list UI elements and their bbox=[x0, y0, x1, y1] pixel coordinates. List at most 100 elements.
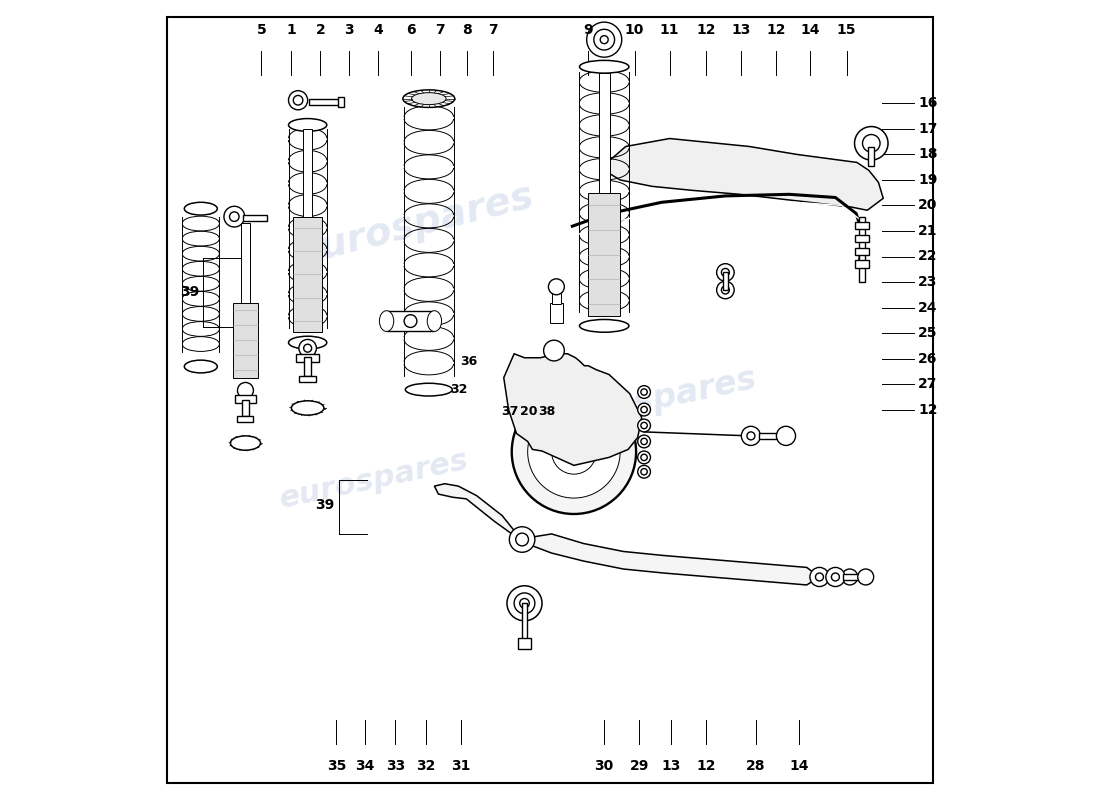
Text: 17: 17 bbox=[918, 122, 937, 136]
Text: 19: 19 bbox=[918, 173, 937, 187]
Text: eurospares: eurospares bbox=[547, 362, 760, 438]
Circle shape bbox=[230, 212, 239, 222]
Circle shape bbox=[641, 422, 647, 429]
Bar bbox=[855, 261, 869, 268]
Circle shape bbox=[304, 344, 311, 352]
Circle shape bbox=[638, 435, 650, 448]
Bar bbox=[309, 98, 343, 105]
Ellipse shape bbox=[403, 90, 454, 107]
Circle shape bbox=[299, 339, 317, 357]
Text: eurospares: eurospares bbox=[290, 177, 538, 273]
Text: 20: 20 bbox=[918, 198, 937, 213]
Bar bbox=[844, 574, 864, 580]
Text: 14: 14 bbox=[800, 23, 820, 38]
Text: 10: 10 bbox=[625, 23, 645, 38]
Text: 12: 12 bbox=[696, 23, 716, 38]
Text: 38: 38 bbox=[538, 405, 556, 418]
Circle shape bbox=[862, 134, 880, 152]
Text: 12: 12 bbox=[918, 402, 938, 417]
Circle shape bbox=[722, 269, 729, 277]
Bar bbox=[759, 433, 783, 439]
Circle shape bbox=[543, 340, 564, 361]
Text: 32: 32 bbox=[450, 383, 468, 396]
Circle shape bbox=[641, 454, 647, 461]
Ellipse shape bbox=[379, 310, 394, 331]
Circle shape bbox=[641, 438, 647, 445]
Circle shape bbox=[549, 279, 564, 294]
Bar bbox=[241, 223, 250, 302]
Ellipse shape bbox=[411, 93, 447, 105]
Bar bbox=[299, 376, 317, 382]
Text: 8: 8 bbox=[462, 23, 472, 38]
Text: 36: 36 bbox=[460, 355, 477, 368]
Text: 27: 27 bbox=[918, 377, 937, 391]
Bar bbox=[302, 129, 312, 217]
Bar bbox=[297, 354, 319, 362]
Bar bbox=[294, 217, 322, 332]
Circle shape bbox=[519, 598, 529, 608]
Text: 11: 11 bbox=[660, 23, 680, 38]
Circle shape bbox=[294, 95, 302, 105]
Text: 25: 25 bbox=[918, 326, 938, 340]
Circle shape bbox=[641, 406, 647, 413]
Bar bbox=[551, 291, 561, 304]
Text: 7: 7 bbox=[487, 23, 497, 38]
Bar bbox=[723, 273, 728, 290]
Circle shape bbox=[507, 586, 542, 621]
Polygon shape bbox=[604, 138, 883, 210]
Bar bbox=[338, 97, 344, 106]
Text: 2: 2 bbox=[316, 23, 326, 38]
Circle shape bbox=[826, 567, 845, 586]
Bar bbox=[598, 73, 609, 193]
Circle shape bbox=[716, 264, 734, 282]
Bar bbox=[868, 147, 875, 166]
Circle shape bbox=[638, 403, 650, 416]
Text: 30: 30 bbox=[595, 758, 614, 773]
Circle shape bbox=[815, 573, 824, 581]
Circle shape bbox=[638, 466, 650, 478]
Text: 16: 16 bbox=[918, 97, 937, 110]
Text: 12: 12 bbox=[696, 758, 716, 773]
Bar bbox=[233, 302, 258, 378]
Bar bbox=[522, 603, 527, 641]
Circle shape bbox=[641, 389, 647, 395]
Circle shape bbox=[586, 22, 622, 57]
Circle shape bbox=[551, 430, 596, 474]
Text: 12: 12 bbox=[767, 23, 786, 38]
Circle shape bbox=[855, 126, 888, 160]
Text: 33: 33 bbox=[386, 758, 405, 773]
Text: 18: 18 bbox=[918, 147, 938, 162]
Circle shape bbox=[514, 593, 535, 614]
Bar bbox=[242, 400, 249, 416]
Ellipse shape bbox=[292, 401, 323, 415]
Circle shape bbox=[516, 533, 528, 546]
Text: 5: 5 bbox=[256, 23, 266, 38]
Circle shape bbox=[224, 206, 244, 227]
Text: 1: 1 bbox=[286, 23, 296, 38]
Text: 31: 31 bbox=[451, 758, 471, 773]
Bar bbox=[855, 222, 869, 230]
Text: 21: 21 bbox=[918, 224, 938, 238]
Text: 32: 32 bbox=[416, 758, 436, 773]
Text: 35: 35 bbox=[327, 758, 346, 773]
Text: 39: 39 bbox=[316, 498, 334, 512]
Polygon shape bbox=[434, 484, 522, 542]
Text: 14: 14 bbox=[789, 758, 808, 773]
Circle shape bbox=[594, 30, 615, 50]
Ellipse shape bbox=[580, 319, 629, 332]
Text: 13: 13 bbox=[661, 758, 681, 773]
Circle shape bbox=[747, 432, 755, 440]
Bar bbox=[858, 217, 865, 282]
Circle shape bbox=[638, 419, 650, 432]
Circle shape bbox=[238, 382, 253, 398]
Bar bbox=[386, 310, 434, 331]
Circle shape bbox=[528, 406, 620, 498]
Text: 7: 7 bbox=[436, 23, 444, 38]
Text: 13: 13 bbox=[732, 23, 751, 38]
Text: 24: 24 bbox=[918, 301, 938, 314]
Polygon shape bbox=[504, 354, 641, 466]
Text: 4: 4 bbox=[373, 23, 383, 38]
Text: 29: 29 bbox=[629, 758, 649, 773]
Circle shape bbox=[832, 573, 839, 581]
Circle shape bbox=[777, 426, 795, 446]
